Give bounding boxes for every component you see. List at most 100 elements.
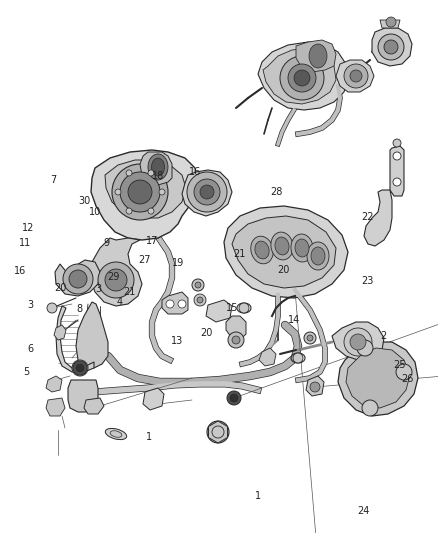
Circle shape (239, 303, 249, 313)
Circle shape (230, 394, 238, 402)
Circle shape (393, 139, 401, 147)
Circle shape (307, 335, 313, 341)
Circle shape (192, 279, 204, 291)
Text: 16: 16 (189, 167, 201, 176)
Polygon shape (332, 322, 384, 360)
Polygon shape (258, 42, 348, 110)
Polygon shape (140, 152, 172, 185)
Ellipse shape (251, 236, 273, 264)
Circle shape (178, 300, 186, 308)
Circle shape (159, 189, 165, 195)
Text: 17: 17 (146, 236, 159, 246)
Circle shape (344, 64, 368, 88)
Text: 12: 12 (22, 223, 35, 233)
Circle shape (47, 303, 57, 313)
Text: 6: 6 (28, 344, 34, 354)
Circle shape (148, 208, 154, 214)
Ellipse shape (105, 429, 127, 440)
Circle shape (148, 170, 154, 176)
Polygon shape (76, 302, 108, 368)
Text: 18: 18 (152, 171, 165, 181)
Circle shape (384, 40, 398, 54)
Text: 22: 22 (362, 213, 374, 222)
Circle shape (212, 426, 224, 438)
Ellipse shape (291, 234, 313, 262)
Circle shape (357, 340, 373, 356)
Circle shape (72, 360, 88, 376)
Polygon shape (54, 325, 66, 340)
Text: 3: 3 (28, 300, 34, 310)
Text: 21: 21 (124, 287, 136, 297)
Text: 29: 29 (107, 272, 119, 282)
Polygon shape (206, 300, 232, 322)
Text: 21: 21 (233, 249, 245, 259)
Circle shape (378, 34, 404, 60)
Polygon shape (91, 150, 198, 240)
Text: 1: 1 (146, 432, 152, 442)
Polygon shape (390, 146, 404, 196)
Text: 2: 2 (380, 331, 386, 341)
Circle shape (310, 382, 320, 392)
Polygon shape (143, 388, 164, 410)
Polygon shape (364, 190, 392, 246)
Ellipse shape (311, 247, 325, 265)
Ellipse shape (148, 154, 168, 180)
Polygon shape (259, 348, 276, 366)
Polygon shape (372, 28, 412, 66)
Ellipse shape (271, 232, 293, 260)
Circle shape (76, 364, 84, 372)
Text: 20: 20 (54, 283, 67, 293)
Circle shape (294, 70, 310, 86)
Polygon shape (224, 206, 348, 298)
Circle shape (126, 208, 132, 214)
Text: 28: 28 (271, 187, 283, 197)
Circle shape (187, 172, 227, 212)
Text: 8: 8 (77, 304, 83, 314)
Ellipse shape (295, 239, 309, 257)
Polygon shape (182, 170, 232, 216)
Text: 11: 11 (19, 238, 32, 247)
Circle shape (126, 170, 132, 176)
Text: 5: 5 (23, 367, 29, 377)
Text: 3: 3 (95, 284, 102, 294)
Ellipse shape (307, 242, 329, 270)
Polygon shape (84, 398, 104, 414)
Circle shape (386, 17, 396, 27)
Text: 4: 4 (116, 297, 122, 307)
Text: 30: 30 (78, 197, 90, 206)
Circle shape (293, 353, 303, 363)
Circle shape (73, 361, 87, 375)
Polygon shape (46, 398, 65, 416)
Circle shape (207, 421, 229, 443)
Text: 15: 15 (226, 303, 238, 313)
Circle shape (228, 332, 244, 348)
Circle shape (280, 56, 324, 100)
Circle shape (350, 70, 362, 82)
Polygon shape (46, 376, 62, 392)
Polygon shape (90, 238, 142, 306)
Polygon shape (338, 342, 418, 416)
Polygon shape (68, 380, 98, 412)
Text: 16: 16 (14, 266, 26, 276)
Text: 20: 20 (278, 265, 290, 274)
Circle shape (76, 364, 84, 372)
Text: 7: 7 (50, 175, 57, 185)
Text: 19: 19 (172, 259, 184, 268)
Ellipse shape (110, 431, 122, 437)
Circle shape (288, 64, 316, 92)
Circle shape (200, 185, 214, 199)
Circle shape (304, 332, 316, 344)
Text: 23: 23 (361, 277, 373, 286)
Circle shape (227, 391, 241, 405)
Text: 24: 24 (357, 506, 370, 515)
Ellipse shape (152, 158, 165, 176)
Polygon shape (55, 260, 100, 296)
Circle shape (344, 328, 372, 356)
Polygon shape (105, 160, 186, 218)
Polygon shape (306, 376, 324, 396)
Circle shape (195, 282, 201, 288)
Circle shape (362, 400, 378, 416)
Text: 10: 10 (89, 207, 102, 217)
Text: 25: 25 (393, 360, 406, 370)
Circle shape (128, 180, 152, 204)
